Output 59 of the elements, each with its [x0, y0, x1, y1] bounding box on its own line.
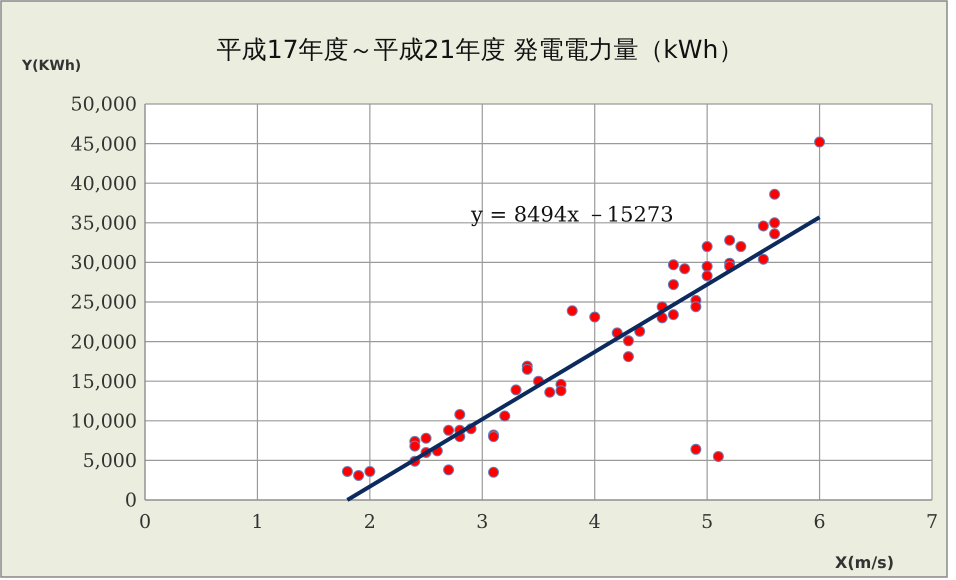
point	[420, 432, 432, 444]
point	[668, 279, 679, 290]
x-axis-title: X(m/s)	[835, 553, 894, 572]
point	[679, 263, 690, 274]
point	[409, 440, 420, 452]
annotation: y = 8494x －15273	[470, 202, 674, 226]
point	[814, 136, 826, 148]
y-tick-label: 30,000	[70, 252, 137, 274]
point	[702, 270, 713, 282]
x-tick-label: 7	[926, 511, 938, 533]
x-tick-label: 4	[588, 511, 601, 533]
point	[724, 234, 736, 246]
y-tick-label: 40,000	[70, 172, 137, 195]
x-tick-label: 1	[251, 511, 264, 533]
point	[353, 470, 364, 481]
point	[622, 351, 634, 362]
point	[712, 450, 724, 462]
point	[589, 312, 600, 323]
point	[488, 466, 500, 478]
point	[668, 309, 679, 320]
point	[364, 466, 376, 477]
x-tick-label: 6	[814, 511, 826, 533]
point	[342, 466, 353, 477]
point	[443, 424, 454, 436]
y-tick-label: 25,000	[70, 292, 137, 314]
y-tick-label: 5,000	[82, 450, 137, 472]
point	[690, 444, 702, 455]
point	[758, 254, 769, 265]
y-axis-title: Y(KWh)	[21, 58, 82, 74]
point	[769, 228, 780, 240]
point	[758, 220, 769, 232]
x-tick-label: 0	[138, 511, 152, 533]
point	[544, 386, 556, 398]
point	[735, 241, 746, 252]
point	[454, 408, 466, 420]
chart-title: 平成17年度～平成21年度 発電電力量（kWh）	[216, 35, 744, 64]
y-tick-label: 20,000	[70, 331, 137, 354]
y-tick-label: 10,000	[70, 410, 137, 432]
y-tick-label: 50,000	[70, 94, 137, 116]
y-tick-label: 0	[124, 490, 137, 512]
point	[566, 305, 578, 316]
point	[769, 217, 780, 228]
point	[555, 385, 566, 396]
point	[443, 464, 454, 476]
x-tick-label: 2	[364, 511, 376, 533]
x-tick-label: 3	[476, 511, 488, 533]
point	[668, 259, 679, 270]
point	[499, 410, 510, 422]
y-tick-label: 15,000	[70, 370, 137, 393]
point	[702, 241, 713, 252]
point	[769, 188, 780, 200]
point	[522, 364, 533, 375]
point	[702, 260, 713, 272]
point	[690, 301, 702, 312]
point	[510, 384, 522, 396]
y-tick-label: 45,000	[70, 133, 137, 156]
y-tick-label: 35,000	[70, 212, 137, 234]
point	[622, 335, 634, 346]
x-tick-label: 5	[701, 511, 714, 533]
